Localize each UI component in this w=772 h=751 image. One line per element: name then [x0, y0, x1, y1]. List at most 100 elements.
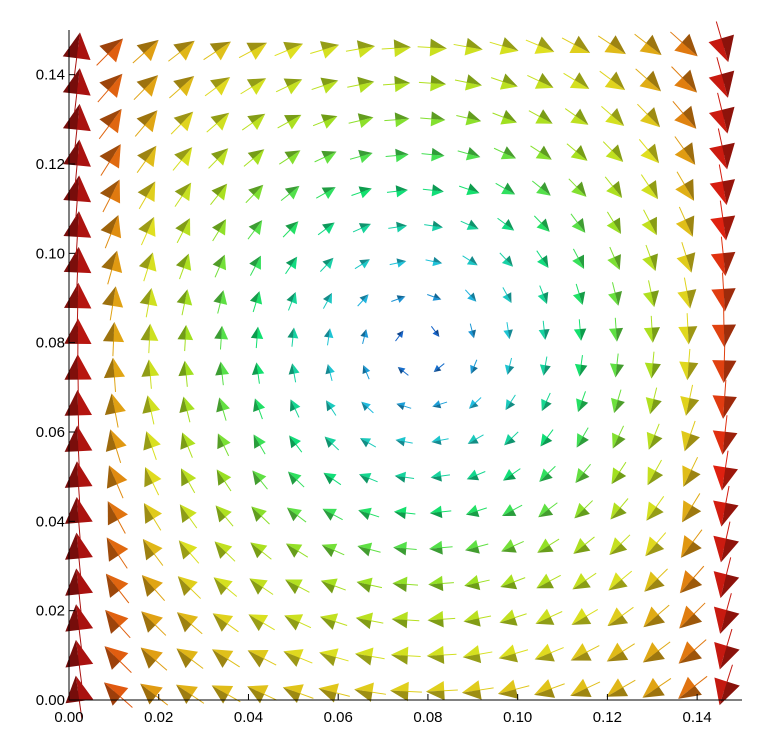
vector-arrow — [106, 465, 128, 499]
vector-arrow — [680, 529, 703, 558]
vector-arrow — [397, 366, 409, 376]
x-tick-label: 0.10 — [503, 709, 532, 726]
vector-arrow — [385, 148, 409, 163]
vector-arrow — [426, 645, 457, 664]
vector-arrow — [641, 209, 657, 236]
vector-arrow — [178, 360, 195, 387]
vector-arrow — [572, 283, 586, 305]
vector-arrow — [607, 606, 634, 627]
vector-arrow — [564, 108, 589, 125]
vector-arrow — [610, 389, 625, 414]
vector-arrow — [714, 664, 740, 706]
vector-arrow — [530, 145, 552, 160]
vector-arrow — [351, 186, 372, 199]
vector-arrow — [454, 74, 482, 91]
vector-arrow — [132, 39, 159, 64]
vector-arrow — [176, 289, 193, 316]
vector-arrow — [711, 272, 736, 312]
vector-arrow — [609, 353, 625, 378]
vector-arrow — [534, 679, 565, 698]
vector-arrow — [429, 540, 453, 555]
vector-arrow — [536, 250, 549, 268]
vector-arrow — [676, 242, 696, 273]
vector-arrow — [421, 147, 445, 162]
vector-arrow — [212, 219, 227, 242]
vector-arrow — [638, 139, 660, 164]
vector-arrow — [274, 41, 304, 60]
vector-arrow — [499, 609, 527, 626]
vector-arrow — [284, 614, 312, 631]
vector-arrow — [713, 557, 740, 599]
vector-arrow — [566, 143, 588, 161]
vector-arrow — [285, 579, 310, 595]
vector-arrow — [206, 112, 230, 133]
vector-arrow — [133, 75, 159, 101]
vector-arrow — [573, 536, 595, 554]
vector-arrow — [64, 461, 93, 506]
vector-arrow — [642, 244, 658, 272]
vector-arrow — [393, 541, 417, 556]
vector-arrow — [389, 258, 407, 268]
vector-arrow — [395, 436, 413, 447]
vector-arrow — [463, 610, 492, 627]
vector-arrow — [249, 578, 274, 595]
vector-arrow — [712, 344, 737, 384]
x-tick-label: 0.02 — [144, 709, 173, 726]
vector-arrow — [97, 73, 123, 103]
vector-arrow — [456, 110, 482, 126]
vector-arrow — [432, 400, 448, 409]
vector-arrow — [679, 602, 706, 629]
vector-arrow — [213, 290, 228, 314]
vector-arrow — [642, 677, 672, 698]
vector-arrow — [357, 294, 369, 307]
vector-arrow — [495, 182, 516, 195]
vector-arrow — [646, 423, 663, 450]
vector-arrow — [176, 648, 204, 669]
vector-arrow — [62, 103, 91, 149]
vector-arrow — [134, 110, 158, 137]
vector-arrow — [214, 325, 229, 350]
vector-arrow — [465, 539, 489, 554]
vector-arrow — [604, 176, 623, 199]
vector-arrow — [497, 679, 530, 699]
vector-arrow — [712, 415, 738, 455]
vector-arrow — [393, 506, 416, 520]
vector-arrow — [324, 436, 340, 451]
vector-arrow — [107, 501, 128, 534]
vector-arrow — [643, 604, 670, 628]
vector-arrow — [64, 318, 92, 362]
vector-arrow — [570, 678, 601, 697]
vector-arrow — [210, 183, 228, 206]
vector-arrow — [681, 420, 700, 452]
y-tick-label: 0.10 — [36, 245, 65, 262]
vector-arrow — [464, 574, 490, 591]
vector-arrow — [427, 610, 456, 628]
vector-arrow — [501, 504, 523, 517]
vector-arrow — [640, 174, 658, 200]
vector-arrow — [250, 326, 264, 349]
vector-arrow — [248, 614, 275, 632]
vector-arrow — [637, 103, 661, 128]
vector-arrow — [253, 434, 266, 455]
vector-arrow — [175, 218, 191, 244]
vector-arrow — [217, 433, 231, 457]
vector-arrow — [712, 450, 738, 491]
vector-arrow — [143, 431, 161, 460]
vector-arrow — [714, 628, 740, 670]
vector-arrow — [216, 469, 232, 492]
vector-arrow — [674, 136, 696, 165]
x-axis-ticks: 0.00 0.02 0.04 0.06 0.08 0.10 0.12 0.14 — [54, 694, 712, 726]
vector-arrow — [534, 643, 564, 662]
vector-arrow — [178, 540, 200, 564]
vector-arrow — [106, 537, 129, 569]
vector-arrow — [538, 502, 558, 518]
vector-arrow — [417, 38, 447, 57]
vector-arrow — [535, 608, 563, 625]
vector-arrow — [140, 323, 159, 354]
vector-arrow — [680, 384, 700, 416]
vector-arrow — [538, 320, 550, 341]
y-tick-label: 0.12 — [36, 156, 65, 173]
vector-arrow — [420, 111, 446, 127]
vector-arrow — [501, 539, 524, 553]
vector-arrow — [349, 149, 373, 164]
